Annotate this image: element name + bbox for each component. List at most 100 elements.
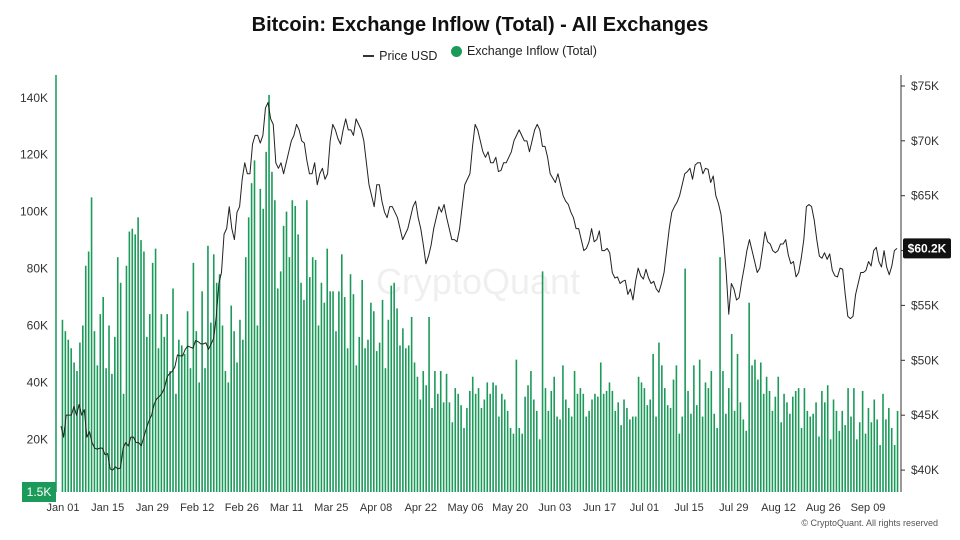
inflow-bar [806, 410, 809, 492]
inflow-bar [396, 308, 398, 492]
inflow-bar [183, 353, 186, 492]
inflow-bar [163, 336, 166, 492]
x-tick-label: Jun 17 [583, 502, 616, 514]
inflow-bar [128, 231, 131, 493]
inflow-bar [466, 408, 468, 492]
inflow-bar [160, 314, 163, 492]
inflow-bar [457, 393, 459, 492]
chart-title: Bitcoin: Exchange Inflow (Total) - All E… [251, 14, 709, 36]
inflow-bar [294, 205, 297, 492]
inflow-bar [340, 254, 343, 492]
inflow-bar [300, 282, 302, 492]
inflow-bar [570, 416, 573, 492]
price-current-label: $60.2K [908, 241, 947, 255]
inflow-bar [364, 348, 366, 492]
inflow-bar [739, 402, 742, 492]
inflow-bar [250, 183, 253, 492]
inflow-bar [617, 402, 620, 492]
inflow-bar [826, 385, 829, 492]
inflow-bar [501, 393, 503, 492]
inflow-bar [777, 376, 780, 492]
inflow-bar [559, 419, 561, 492]
inflow-bar [311, 257, 314, 492]
inflow-bar [431, 408, 433, 492]
x-tick-label: Apr 22 [405, 502, 437, 514]
inflow-bar [402, 328, 404, 492]
inflow-bar [279, 271, 282, 492]
inflow-bar [541, 271, 544, 492]
inflow-bar [646, 405, 649, 492]
inflow-bar [186, 311, 189, 492]
inflow-bar [486, 382, 489, 492]
inflow-bar [247, 217, 250, 492]
inflow-bar [82, 325, 84, 492]
inflow-bar [276, 288, 279, 492]
legend-item-price[interactable]: Price USD [363, 49, 437, 63]
inflow-bar [314, 260, 317, 492]
right-tick-label: $40K [911, 463, 939, 477]
inflow-bar [605, 390, 608, 492]
inflow-bar [76, 371, 78, 492]
inflow-bar [742, 419, 745, 492]
inflow-bar [850, 416, 852, 492]
inflow-bar [727, 388, 730, 492]
inflow-bar [614, 410, 617, 492]
inflow-bar [125, 265, 128, 492]
inflow-bar [471, 376, 474, 492]
inflow-bar [207, 245, 209, 492]
inflow-bar [242, 339, 244, 492]
inflow-bar [90, 197, 93, 492]
legend-item-inflow[interactable]: Exchange Inflow (Total) [450, 44, 597, 58]
inflow-bar [265, 151, 267, 492]
inflow-bar [789, 413, 791, 492]
inflow-bar [707, 388, 710, 492]
inflow-bar [812, 413, 814, 492]
inflow-bar [847, 388, 849, 492]
inflow-bar [384, 368, 387, 492]
right-tick-label: $70K [911, 134, 939, 148]
inflow-bar [658, 342, 660, 492]
inflow-bar [416, 376, 419, 492]
inflow-bar [876, 419, 878, 492]
inflow-bar [821, 390, 823, 492]
inflow-bar [469, 390, 471, 492]
inflow-bar [442, 402, 445, 492]
inflow-bar [172, 288, 174, 492]
inflow-bar [143, 251, 145, 492]
inflow-bar [524, 396, 526, 492]
inflow-bar [210, 322, 212, 492]
inflow-bar [818, 436, 820, 492]
inflow-bar [445, 373, 448, 492]
inflow-bar [751, 365, 753, 492]
inflow-bar [105, 368, 107, 492]
inflow-bar [506, 410, 509, 492]
inflow-bar [774, 396, 777, 492]
inflow-bar [114, 336, 116, 492]
inflow-bar [93, 331, 96, 492]
inflow-bar [893, 445, 896, 492]
inflow-bar [553, 376, 555, 492]
inflow-bar [745, 430, 748, 492]
inflow-bar [620, 425, 622, 492]
inflow-bar [509, 427, 512, 492]
inflow-bar [346, 348, 349, 492]
inflow-bar [268, 94, 270, 493]
inflow-bar [649, 399, 652, 492]
inflow-bar [218, 274, 221, 492]
x-tick-label: Aug 12 [761, 502, 796, 514]
inflow-bar [713, 413, 716, 492]
inflow-bar [372, 311, 375, 492]
inflow-bar [61, 319, 64, 492]
inflow-bar [460, 405, 462, 492]
inflow-bar [434, 371, 436, 492]
inflow-bar [666, 405, 669, 492]
inflow-bar [413, 362, 416, 492]
x-tick-label: Sep 09 [851, 502, 886, 514]
inflow-bar [102, 297, 104, 492]
inflow-bar [84, 265, 87, 492]
x-tick-label: Apr 08 [360, 502, 392, 514]
inflow-bar [253, 160, 256, 492]
inflow-bar [410, 316, 413, 492]
inflow-bar [550, 390, 553, 492]
inflow-bar [122, 393, 125, 492]
